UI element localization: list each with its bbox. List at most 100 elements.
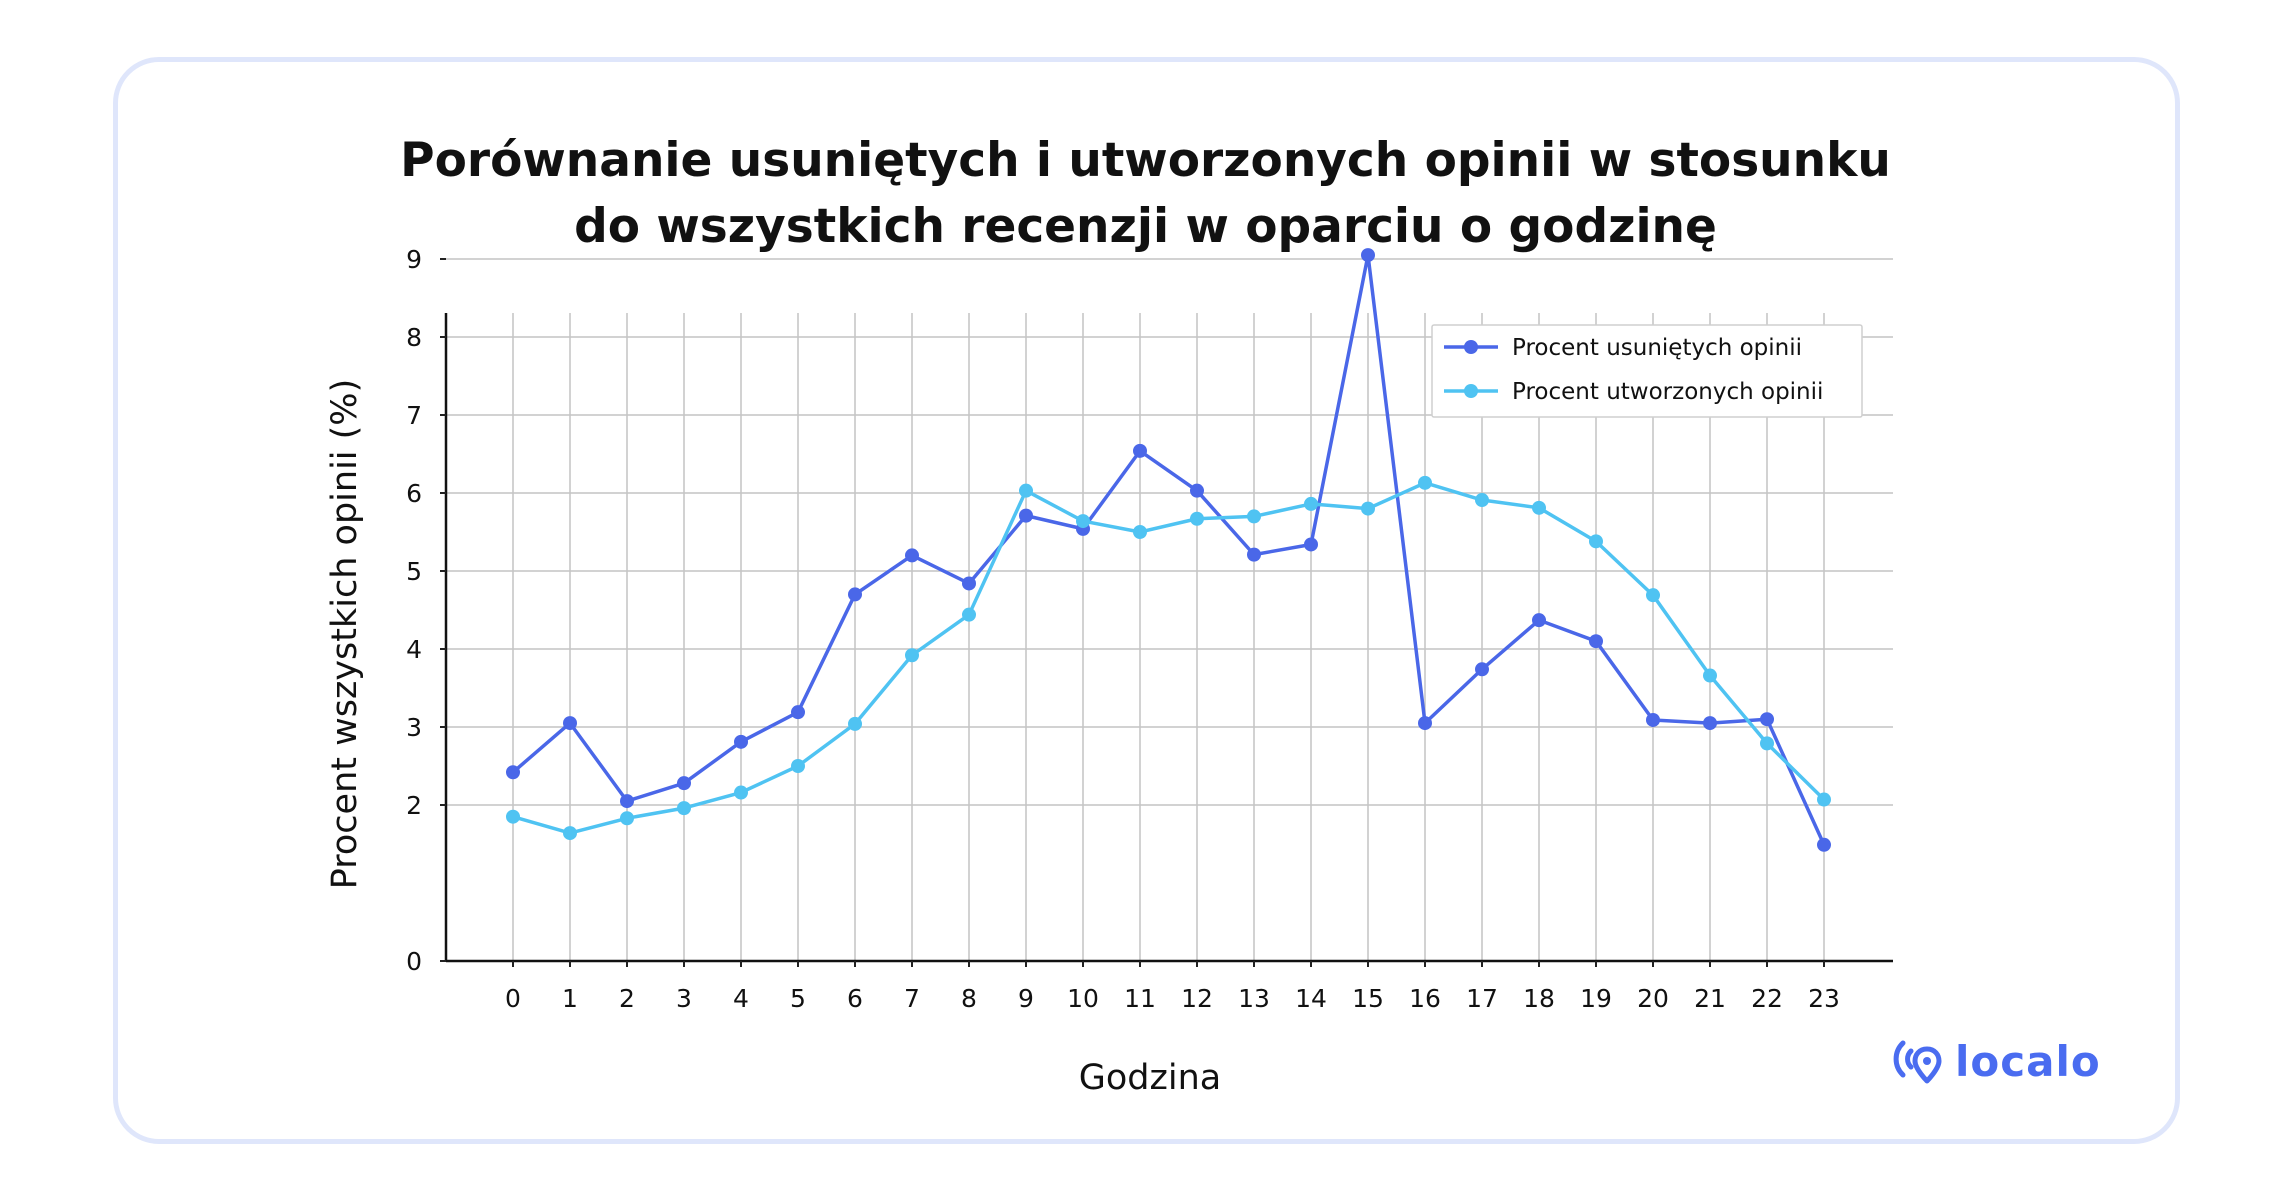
chart-card xyxy=(113,57,2180,1144)
chart-title: Porównanie usuniętych i utworzonych opin… xyxy=(0,128,2291,260)
data-point-series-2 xyxy=(1817,792,1831,807)
y-tick-label: 8 xyxy=(406,323,422,352)
y-tick-label: 7 xyxy=(406,401,422,430)
data-point-series-1 xyxy=(1817,837,1831,852)
data-point-series-1 xyxy=(563,716,577,731)
data-point-series-1 xyxy=(1703,716,1717,731)
x-tick-label: 7 xyxy=(904,984,920,1013)
data-point-series-2 xyxy=(1760,736,1774,751)
data-point-series-1 xyxy=(677,776,691,791)
x-tick-label: 0 xyxy=(505,984,521,1013)
x-tick-label: 12 xyxy=(1181,984,1213,1013)
data-point-series-1 xyxy=(1247,547,1261,562)
data-point-series-2 xyxy=(1190,511,1204,526)
data-point-series-1 xyxy=(1475,662,1489,677)
y-tick-label: 0 xyxy=(406,947,422,976)
data-point-series-2 xyxy=(1133,525,1147,539)
chart-axes xyxy=(444,313,1893,963)
data-point-series-1 xyxy=(848,587,862,602)
data-point-series-2 xyxy=(563,826,577,841)
data-point-series-1 xyxy=(1646,712,1660,727)
location-pin-icon xyxy=(1893,1040,1942,1084)
data-point-series-1 xyxy=(620,794,634,809)
series-line-2 xyxy=(512,481,1826,835)
y-tick-label: 2 xyxy=(406,791,422,820)
data-point-series-1 xyxy=(1190,483,1204,498)
x-tick-label: 14 xyxy=(1295,984,1327,1013)
x-tick-label: 1 xyxy=(562,984,578,1013)
data-point-series-2 xyxy=(620,811,634,826)
data-point-series-2 xyxy=(734,785,748,800)
data-point-series-2 xyxy=(1532,500,1546,515)
y-tick-label: 5 xyxy=(406,557,422,586)
x-tick-label: 23 xyxy=(1808,984,1840,1013)
chart-series xyxy=(506,248,1831,852)
data-point-series-1 xyxy=(1019,508,1033,523)
x-tick-label: 3 xyxy=(676,984,692,1013)
data-point-series-2 xyxy=(848,716,862,731)
legend-swatch-marker xyxy=(1464,384,1478,398)
data-point-series-2 xyxy=(791,759,805,773)
x-tick-label: 15 xyxy=(1352,984,1384,1013)
data-point-series-2 xyxy=(905,648,919,663)
data-point-series-1 xyxy=(1532,613,1546,628)
y-tick-label: 9 xyxy=(406,245,422,274)
legend-entry-label: Procent utworzonych opinii xyxy=(1512,379,1823,405)
y-tick-label: 4 xyxy=(406,635,422,664)
data-point-series-2 xyxy=(1361,501,1375,516)
x-tick-label: 11 xyxy=(1124,984,1156,1013)
data-point-series-2 xyxy=(506,809,520,824)
data-point-series-2 xyxy=(1589,534,1603,549)
data-point-series-1 xyxy=(1133,443,1147,458)
x-tick-label: 21 xyxy=(1694,984,1726,1013)
data-point-series-2 xyxy=(1475,493,1489,508)
x-tick-label: 6 xyxy=(847,984,863,1013)
chart-ticks: 0 1 2 3 4 5 6 7 8 9 10 11 12 13 14 15 16 17 18 19 20 21 22 2302… xyxy=(406,245,1840,1013)
x-tick-label: 22 xyxy=(1751,984,1783,1013)
chart-legend: Procent usuniętych opinii Procent utworzo… xyxy=(1431,324,1863,418)
legend-box xyxy=(1431,324,1863,418)
brand-name: localo xyxy=(1955,1036,2101,1086)
data-point-series-1 xyxy=(962,576,976,591)
data-point-series-2 xyxy=(962,607,976,622)
chart-title-line-2: do wszystkich recenzji w oparciu o godzi… xyxy=(574,199,1717,254)
legend-swatch-marker xyxy=(1464,340,1478,354)
chart-grid xyxy=(446,258,1893,961)
data-point-series-2 xyxy=(1247,509,1261,524)
x-tick-label: 18 xyxy=(1523,984,1555,1013)
x-axis-label: Godzina xyxy=(1078,1058,1222,1098)
data-point-series-1 xyxy=(1589,634,1603,649)
chart-title-line-1: Porównanie usuniętych i utworzonych opin… xyxy=(400,133,1891,188)
data-point-series-1 xyxy=(734,734,748,749)
x-tick-label: 19 xyxy=(1580,984,1612,1013)
y-tick-label: 3 xyxy=(406,713,422,742)
data-point-series-2 xyxy=(1646,588,1660,603)
data-point-series-1 xyxy=(1418,716,1432,731)
x-tick-label: 10 xyxy=(1067,984,1099,1013)
x-tick-label: 16 xyxy=(1409,984,1441,1013)
x-tick-label: 9 xyxy=(1018,984,1034,1013)
legend-entry-label: Procent usuniętych opinii xyxy=(1512,335,1802,361)
x-tick-label: 20 xyxy=(1637,984,1669,1013)
data-point-series-2 xyxy=(1304,496,1318,511)
y-axis-label: Procent wszystkich opinii (%) xyxy=(325,378,365,890)
data-point-series-2 xyxy=(677,801,691,816)
x-tick-label: 2 xyxy=(619,984,635,1013)
x-tick-label: 5 xyxy=(790,984,806,1013)
data-point-series-1 xyxy=(1760,712,1774,727)
data-point-series-1 xyxy=(1361,248,1375,263)
x-tick-label: 17 xyxy=(1466,984,1498,1013)
x-tick-label: 4 xyxy=(733,984,749,1013)
data-point-series-1 xyxy=(506,765,520,780)
x-tick-label: 13 xyxy=(1238,984,1270,1013)
brand-logo: localo xyxy=(1893,1033,2101,1089)
data-point-series-2 xyxy=(1418,475,1432,490)
data-point-series-1 xyxy=(1304,537,1318,552)
data-point-series-2 xyxy=(1019,483,1033,498)
series-line-1 xyxy=(511,253,1826,846)
data-point-series-1 xyxy=(905,548,919,563)
data-point-series-2 xyxy=(1703,668,1717,683)
data-point-series-1 xyxy=(791,705,805,720)
data-point-series-2 xyxy=(1076,514,1090,529)
